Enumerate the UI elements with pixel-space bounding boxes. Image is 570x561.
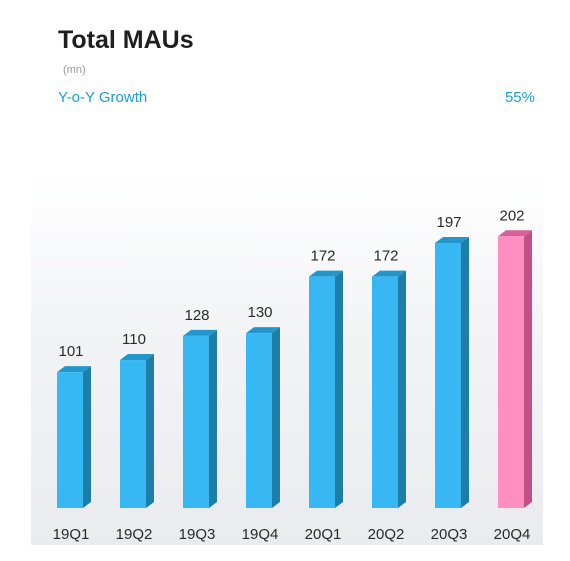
value-label: 110 xyxy=(122,331,146,348)
bar-front-face xyxy=(120,360,146,508)
bar-top-face xyxy=(372,270,406,277)
bar-side-face xyxy=(272,327,280,508)
bar-19Q3 xyxy=(183,329,217,508)
bar-side-face xyxy=(209,329,217,508)
value-label: 202 xyxy=(499,207,524,224)
bar-front-face xyxy=(309,276,335,508)
category-label: 20Q4 xyxy=(494,526,531,543)
value-label: 197 xyxy=(436,214,461,231)
yoy-growth-value: 55% xyxy=(504,89,535,106)
bar-front-face xyxy=(498,236,524,508)
bar-side-face xyxy=(398,270,406,508)
category-label: 20Q3 xyxy=(431,526,468,543)
labels-layer: 101 19Q1 110 19Q2 128 19Q3 130 19Q4 172 20Q1 172 20… xyxy=(53,207,531,543)
bar-top-face xyxy=(435,237,469,244)
bar-top-face xyxy=(183,329,217,336)
bar-top-face xyxy=(246,327,280,334)
bar-side-face xyxy=(146,354,154,508)
bar-front-face xyxy=(435,243,461,508)
bar-side-face xyxy=(524,230,532,508)
value-label: 172 xyxy=(373,248,398,265)
category-label: 19Q2 xyxy=(116,526,153,543)
bars-layer xyxy=(57,230,532,508)
bar-top-face xyxy=(57,366,91,373)
bar-side-face xyxy=(335,270,343,508)
bar-top-face xyxy=(120,354,154,361)
bar-20Q3 xyxy=(435,237,469,508)
category-label: 19Q3 xyxy=(179,526,216,543)
bar-front-face xyxy=(183,335,209,508)
category-label: 19Q1 xyxy=(53,526,90,543)
bar-front-face xyxy=(57,372,83,508)
bar-side-face xyxy=(83,366,91,508)
value-label: 101 xyxy=(58,343,83,360)
category-label: 19Q4 xyxy=(242,526,279,543)
bar-20Q4 xyxy=(498,230,532,508)
bar-20Q1 xyxy=(309,270,343,508)
chart-title: Total MAUs xyxy=(58,26,194,54)
unit-label: (mn) xyxy=(63,64,86,76)
bar-19Q4 xyxy=(246,327,280,508)
value-label: 128 xyxy=(184,307,209,324)
value-label: 172 xyxy=(310,248,335,265)
yoy-growth-label: Y-o-Y Growth xyxy=(58,89,148,106)
bar-19Q1 xyxy=(57,366,91,508)
bar-front-face xyxy=(372,276,398,508)
bar-top-face xyxy=(498,230,532,237)
bar-side-face xyxy=(461,237,469,508)
bar-front-face xyxy=(246,333,272,508)
bar-19Q2 xyxy=(120,354,154,508)
category-label: 20Q2 xyxy=(368,526,405,543)
category-label: 20Q1 xyxy=(305,526,342,543)
value-label: 130 xyxy=(247,304,272,321)
bar-20Q2 xyxy=(372,270,406,508)
bar-top-face xyxy=(309,270,343,277)
